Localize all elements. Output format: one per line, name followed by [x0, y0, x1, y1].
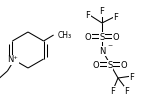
Text: O: O — [121, 60, 127, 70]
Text: F: F — [85, 10, 90, 20]
Text: O: O — [85, 33, 91, 41]
Text: F: F — [100, 7, 104, 17]
Text: N⁺: N⁺ — [7, 56, 18, 64]
Text: F: F — [124, 87, 129, 95]
Text: O: O — [113, 33, 119, 41]
Text: CH₃: CH₃ — [58, 32, 72, 40]
Text: N: N — [99, 47, 105, 56]
Text: S: S — [107, 60, 113, 70]
Text: F: F — [114, 13, 118, 21]
Text: ⁻: ⁻ — [107, 43, 112, 53]
Text: S: S — [99, 33, 105, 41]
Text: O: O — [93, 60, 99, 70]
Text: F: F — [130, 72, 134, 82]
Text: F: F — [111, 87, 116, 95]
